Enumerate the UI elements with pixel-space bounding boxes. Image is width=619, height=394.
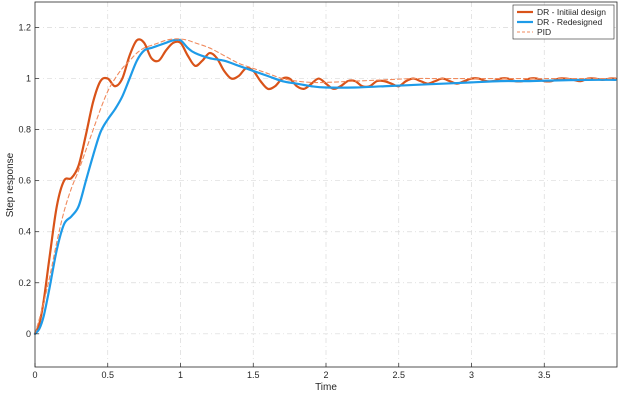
x-axis-label: Time [315, 382, 337, 393]
series-line-dr-redesigned [33, 38, 617, 335]
x-tick-label: 2.5 [392, 370, 405, 380]
x-tick-label: 1.5 [247, 370, 260, 380]
axis-ticks: 0 0.5 1 1.5 2 2.5 3 3.5 0 0.2 0.4 0.6 0.8 1 1.2 [18, 23, 550, 380]
x-tick-label: 3.5 [538, 370, 551, 380]
y-tick-label: 0 [26, 329, 31, 339]
series-line-pid [34, 38, 617, 335]
series-lines [33, 38, 617, 335]
legend-label: DR - Redesigned [537, 17, 602, 27]
legend-label: DR - Initiial design [537, 7, 606, 17]
x-tick-label: 0 [32, 370, 37, 380]
y-tick-label: 1.2 [18, 23, 31, 33]
y-tick-label: 1 [26, 74, 31, 84]
legend-label: PID [537, 27, 551, 37]
x-tick-label: 2 [323, 370, 328, 380]
y-tick-label: 0.4 [18, 227, 31, 237]
grid-lines [35, 2, 617, 367]
x-tick-label: 3 [469, 370, 474, 380]
y-axis-label: Step response [5, 152, 16, 217]
x-tick-label: 1 [178, 370, 183, 380]
y-tick-label: 0.2 [18, 278, 31, 288]
x-tick-label: 0.5 [101, 370, 114, 380]
y-tick-label: 0.8 [18, 125, 31, 135]
y-tick-label: 0.6 [18, 176, 31, 186]
